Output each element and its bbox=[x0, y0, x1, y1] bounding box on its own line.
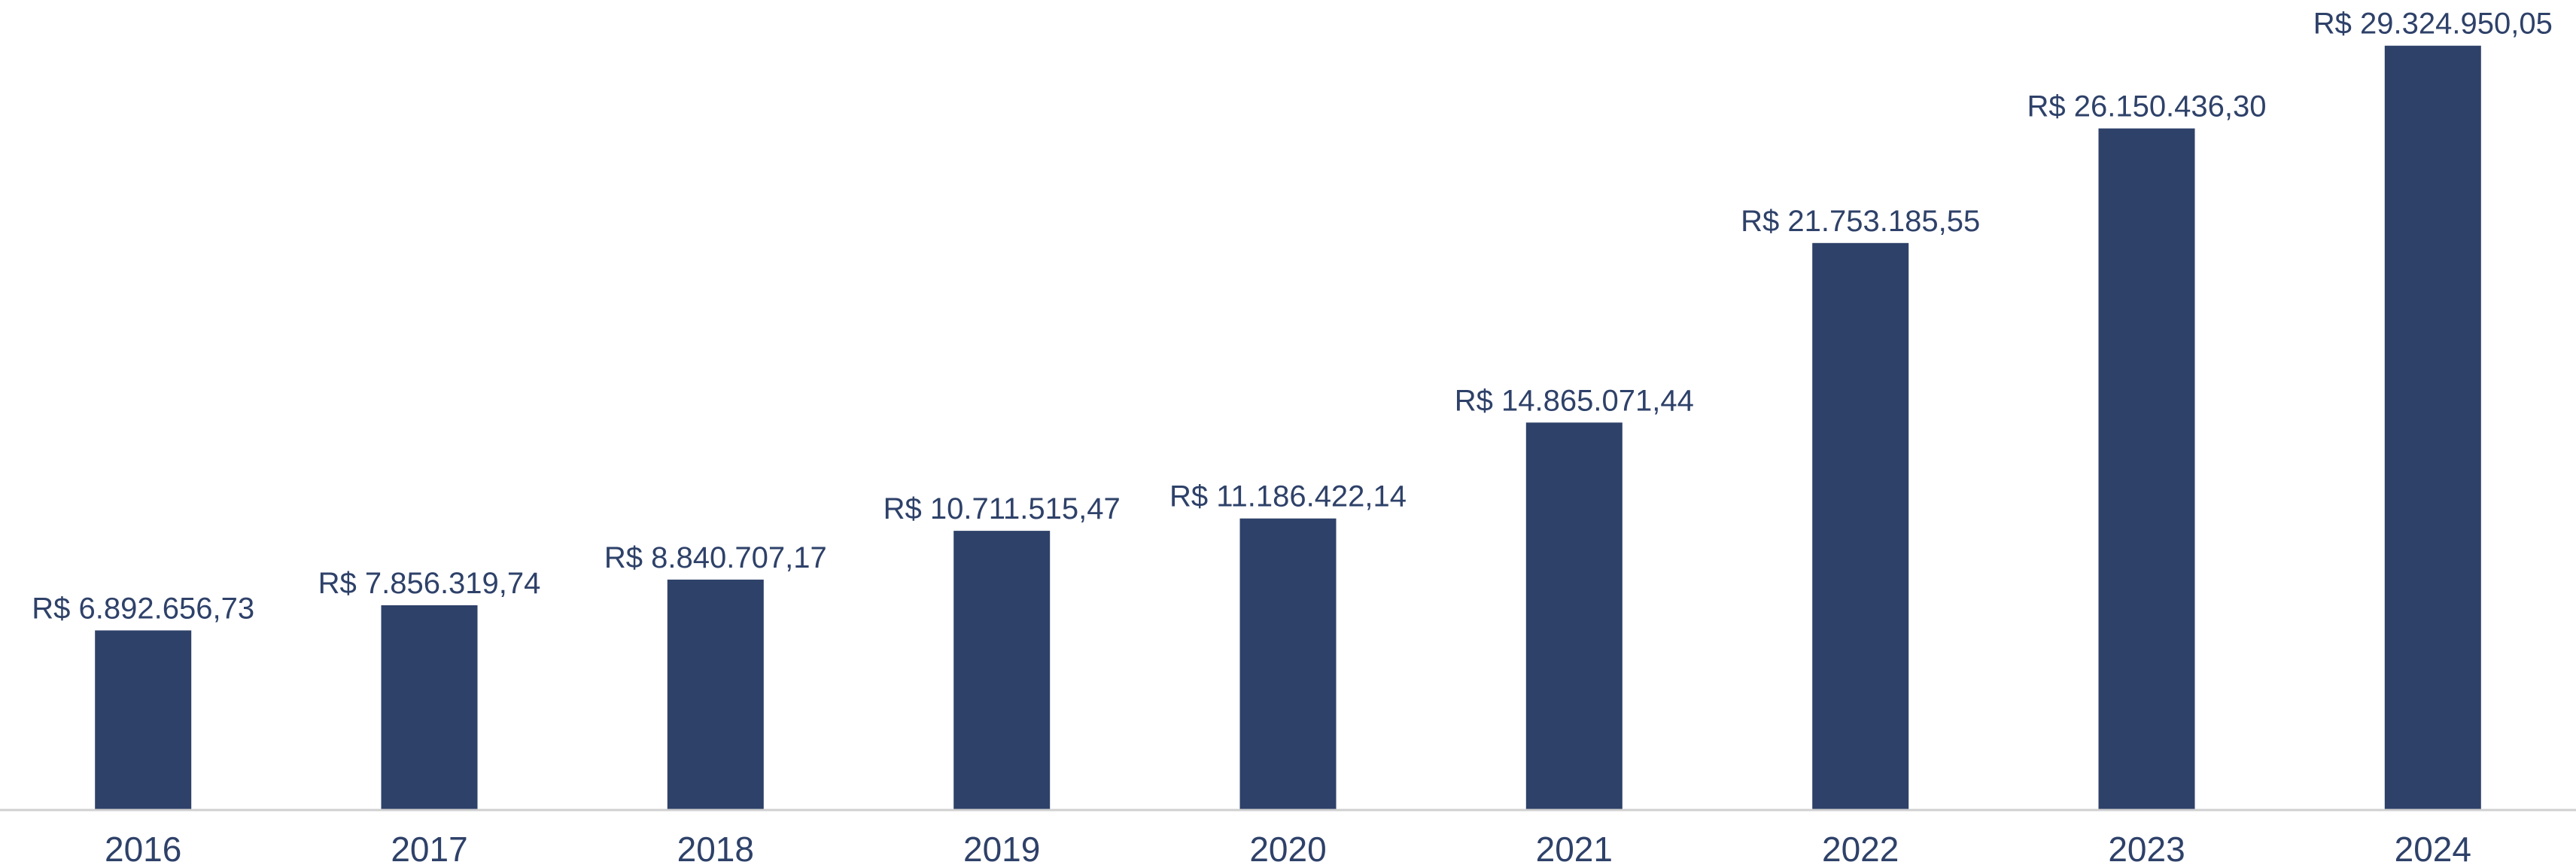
value-label-2023: R$ 26.150.436,30 bbox=[2027, 90, 2266, 123]
value-label-2024: R$ 29.324.950,05 bbox=[2313, 8, 2553, 41]
x-tick-labels-group: 2016 2017 2018 2019 2020 2021 2022 2023 2024 bbox=[105, 830, 2471, 868]
bar-2018 bbox=[667, 579, 764, 810]
value-labels-group: R$ 6.892.656,73 R$ 7.856.319,74 R$ 8.840.7… bbox=[32, 8, 2553, 626]
x-tick-label-2023: 2023 bbox=[2108, 830, 2185, 868]
value-label-2022: R$ 21.753.185,55 bbox=[1741, 205, 1980, 238]
bar-2020 bbox=[1239, 518, 1337, 810]
bar-2024 bbox=[2384, 45, 2481, 810]
x-tick-label-2018: 2018 bbox=[677, 830, 754, 868]
bar-2016 bbox=[95, 630, 192, 810]
value-label-2019: R$ 10.711.515,47 bbox=[884, 492, 1121, 525]
value-label-2016: R$ 6.892.656,73 bbox=[32, 592, 254, 625]
bar-2017 bbox=[381, 605, 478, 810]
value-label-2020: R$ 11.186.422,14 bbox=[1169, 480, 1407, 513]
value-label-2018: R$ 8.840.707,17 bbox=[604, 541, 827, 574]
x-tick-label-2020: 2020 bbox=[1249, 830, 1326, 868]
x-tick-label-2022: 2022 bbox=[1822, 830, 1899, 868]
x-tick-label-2024: 2024 bbox=[2395, 830, 2471, 868]
x-tick-label-2021: 2021 bbox=[1536, 830, 1613, 868]
bar-2023 bbox=[2098, 128, 2195, 811]
x-tick-label-2016: 2016 bbox=[105, 830, 181, 868]
value-label-2017: R$ 7.856.319,74 bbox=[318, 567, 541, 600]
x-tick-label-2019: 2019 bbox=[963, 830, 1040, 868]
bars-group bbox=[95, 45, 2481, 811]
bar-2021 bbox=[1525, 422, 1623, 810]
x-tick-label-2017: 2017 bbox=[391, 830, 467, 868]
bar-2019 bbox=[953, 531, 1051, 810]
bar-2022 bbox=[1812, 242, 1909, 810]
value-label-2021: R$ 14.865.071,44 bbox=[1455, 384, 1694, 417]
